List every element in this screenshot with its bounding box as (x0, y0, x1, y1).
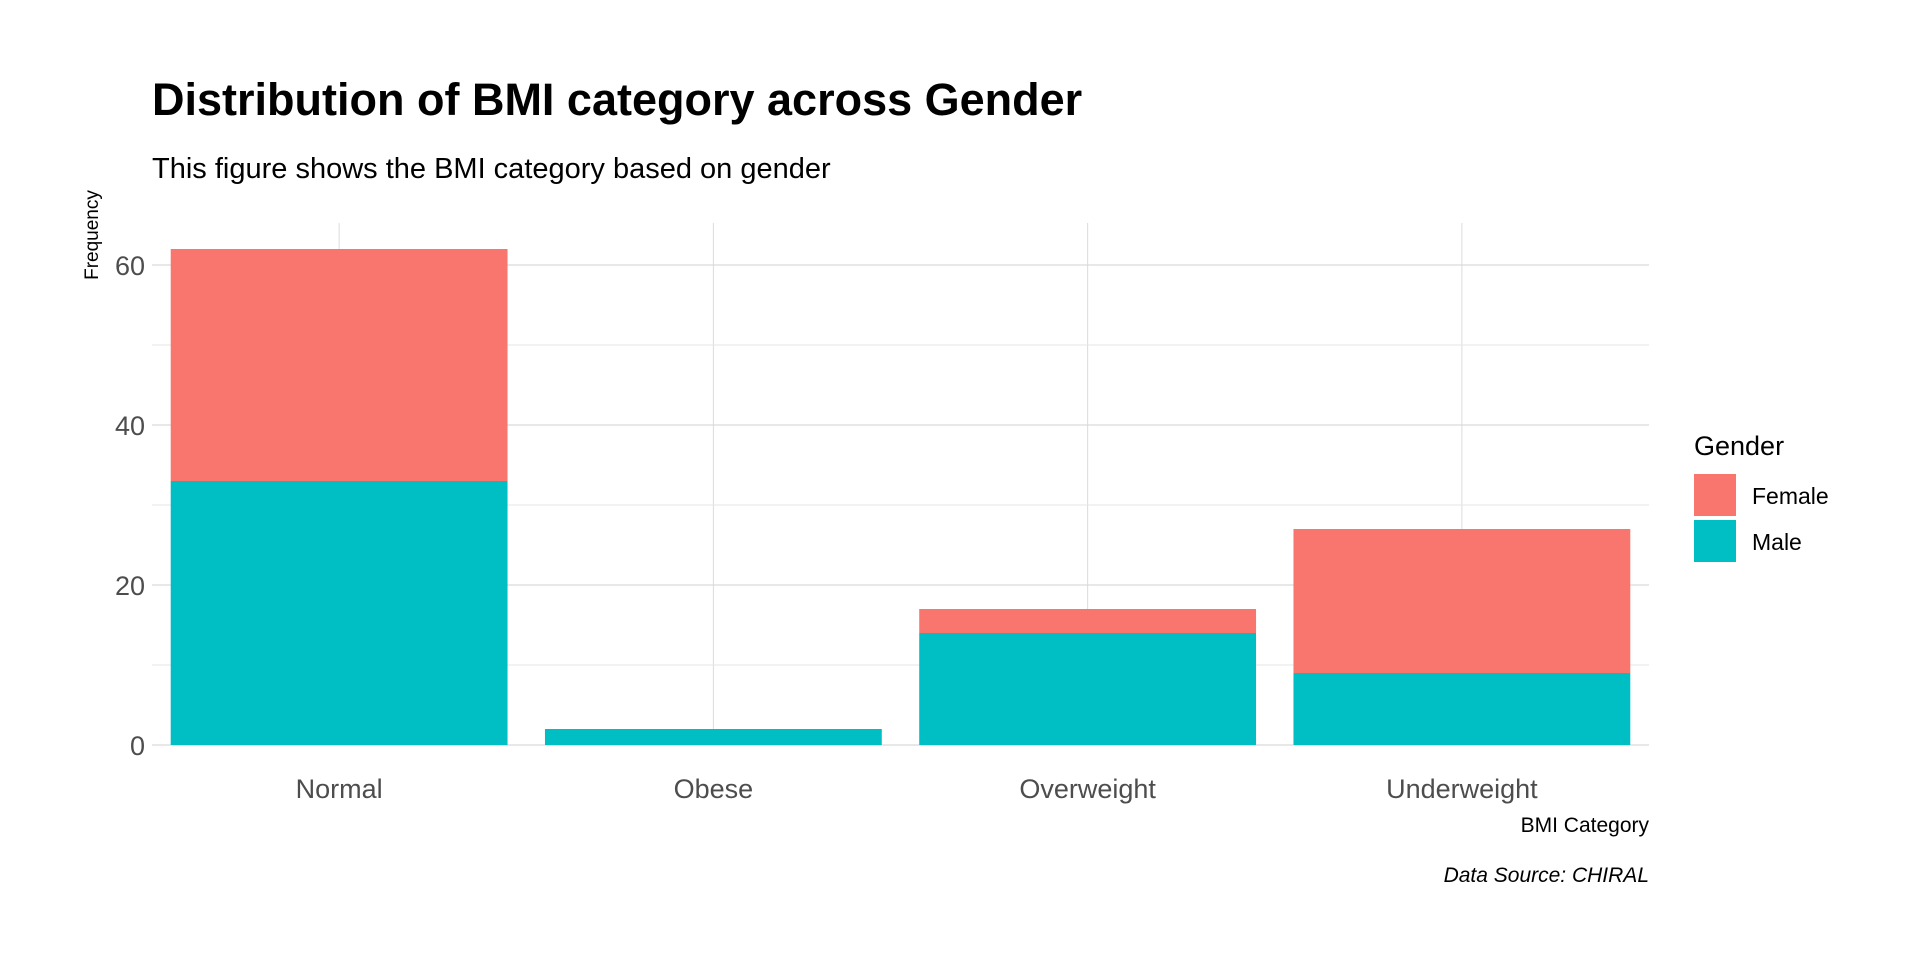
y-tick-label: 0 (130, 731, 145, 761)
bar-normal-male (170, 481, 508, 745)
legend-label-female: Female (1752, 483, 1829, 509)
x-axis-label: BMI Category (1521, 814, 1650, 837)
y-axis-label: Frequency (82, 190, 103, 280)
chart-subtitle: This figure shows the BMI category based… (152, 153, 831, 185)
bars (170, 249, 1631, 745)
legend-label-male: Male (1752, 529, 1802, 555)
legend-key-female (1694, 474, 1736, 516)
bar-overweight-male (919, 633, 1257, 745)
chart-title: Distribution of BMI category across Gend… (152, 74, 1082, 125)
bar-normal-female (170, 249, 508, 481)
y-tick-label: 20 (115, 571, 145, 601)
x-tick-label: Overweight (1019, 774, 1156, 804)
legend: Gender Female Male (1694, 431, 1829, 562)
x-tick-label: Underweight (1386, 774, 1538, 804)
axes: 0 20 40 60 Normal Obese Overweight Underweight (115, 251, 1538, 804)
data-source-caption: Data Source: CHIRAL (1444, 864, 1649, 887)
legend-title: Gender (1694, 431, 1784, 461)
legend-key-male (1694, 520, 1736, 562)
x-tick-label: Obese (674, 774, 754, 804)
bar-overweight-female (919, 609, 1257, 633)
bar-underweight-female (1293, 529, 1631, 673)
x-tick-label: Normal (296, 774, 383, 804)
y-tick-label: 60 (115, 251, 145, 281)
bar-obese-male (544, 729, 882, 745)
bar-underweight-male (1293, 673, 1631, 745)
y-tick-label: 40 (115, 411, 145, 441)
